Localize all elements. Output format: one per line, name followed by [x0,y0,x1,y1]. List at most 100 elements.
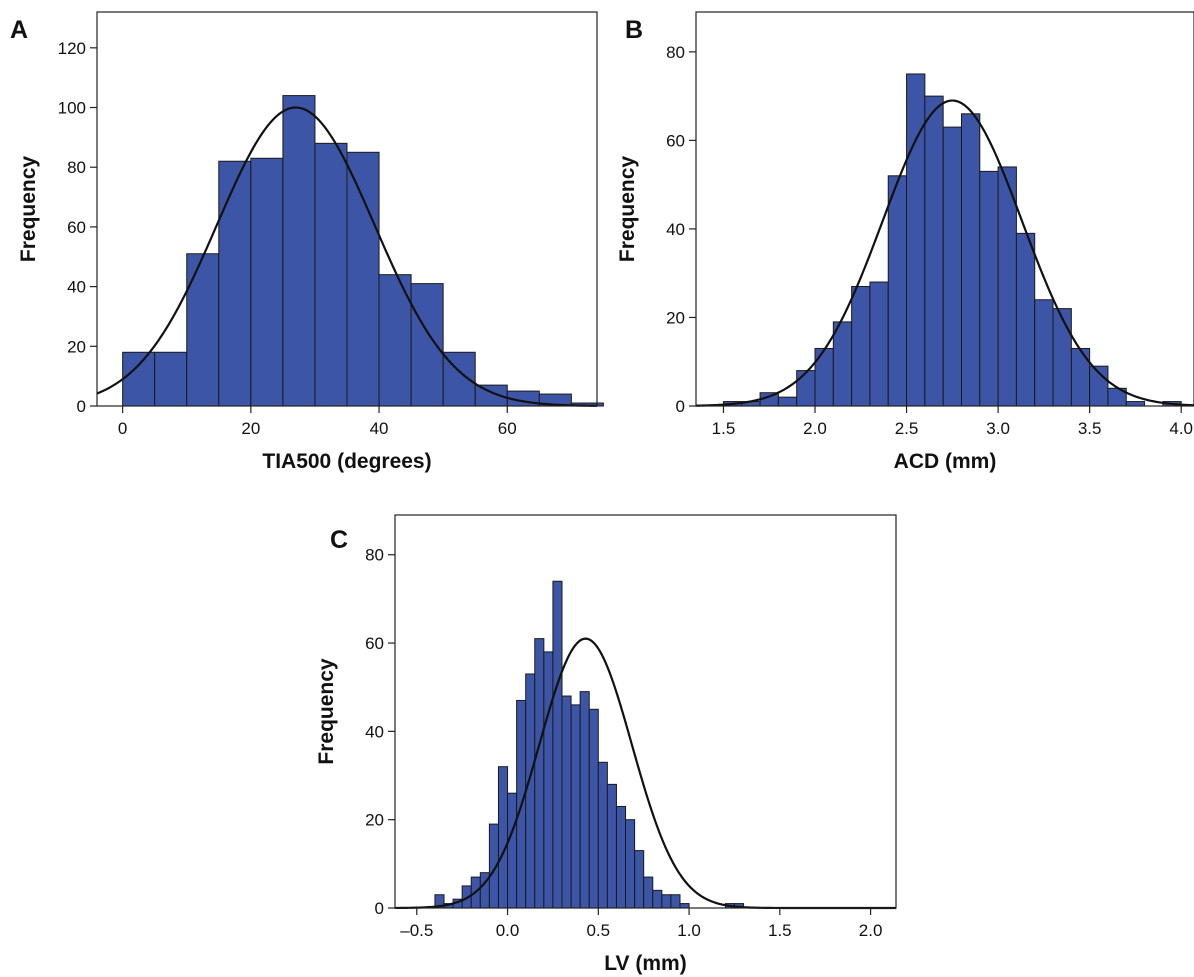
panel-letter: C [330,526,348,554]
x-tick-label: 1.5 [768,921,792,940]
y-tick-label: 80 [365,546,384,565]
panel-a: A 0 20 40 60 80 100 120 0 20 40 60 TIA500 (degrees) F… [10,11,604,473]
y-tick-label: 0 [676,397,685,416]
x-tick-label: 1.0 [677,921,701,940]
x-tick-label: 2.0 [803,419,827,438]
x-tick-label: 60 [498,419,517,438]
histogram-bar [186,253,220,407]
x-tick-label: 0.0 [496,921,520,940]
x-axis-title: LV (mm) [604,952,686,975]
histogram-bar [588,708,599,909]
histogram-bar [942,126,962,407]
histogram-bar [378,274,412,407]
histogram-bar [634,850,645,909]
histogram-bar [661,894,672,909]
histogram-bar [814,347,834,407]
x-tick-label: 3.5 [1078,419,1102,438]
y-tick-label: 40 [666,220,685,239]
y-tick-label: 60 [365,634,384,653]
histogram-bar [507,792,518,909]
y-tick-label: 0 [375,899,384,918]
histogram-bar [314,142,348,407]
y-tick-label: 0 [77,397,86,416]
histogram-bar [579,691,590,909]
x-tick-label: 3.0 [986,419,1010,438]
x-tick-label: 20 [241,419,260,438]
histogram-bar [552,580,563,909]
histogram-bar [979,170,999,407]
plot-frame [96,11,598,407]
histogram-bar [534,638,545,909]
x-axis-title: ACD (mm) [894,450,997,473]
plot-frame [394,514,897,909]
histogram-bar [869,281,889,407]
y-tick-label: 80 [67,158,86,177]
histogram-bar [1070,347,1091,407]
normal-curve [96,106,598,407]
plot-frame [695,11,1194,407]
panel-letter: A [10,16,28,44]
histogram-bar [606,783,617,909]
y-tick-label: 80 [666,43,685,62]
histogram-bar [154,351,188,407]
y-tick-label: 20 [666,308,685,327]
histogram-bar [497,766,509,909]
x-axis-title: TIA500 (degrees) [262,450,431,473]
x-tick-label: 0 [118,419,127,438]
histogram-bar [777,396,798,407]
histogram-bar [1034,299,1054,407]
panel-b: B 0 20 40 60 80 1.5 2.0 2.5 3.0 3.5 4.0 ACD (mm) Freq… [616,11,1194,473]
x-tick-label: 4.0 [1169,419,1193,438]
histogram-bar [960,113,981,407]
normal-curve [695,99,1194,407]
y-tick-label: 120 [58,39,86,58]
histogram-bar [625,819,636,909]
histogram-bar [1052,308,1072,407]
x-tick-label: 2.5 [895,419,919,438]
y-tick-label: 20 [67,337,86,356]
x-tick-label: 2.0 [859,921,883,940]
histogram-bar [525,673,536,909]
histogram-bar [906,73,926,407]
histogram-bar [543,651,554,909]
y-axis-title: Frequency [315,658,338,765]
histogram-bar [597,761,608,909]
histogram-bar [122,351,156,407]
y-axis-title: Frequency [616,156,639,263]
histogram-bar [679,903,690,909]
y-tick-label: 40 [67,278,86,297]
histogram-bar [832,321,853,407]
histogram-bar [997,166,1017,407]
histogram-bar [1015,232,1036,407]
histogram-bar [796,370,816,407]
histogram-bar [887,175,908,407]
y-tick-label: 40 [365,722,384,741]
histogram-bar [570,704,581,909]
y-tick-label: 60 [67,218,86,237]
histogram-bar [346,151,380,407]
histogram-bar [282,95,316,407]
histogram-bar [1125,401,1146,407]
histogram-bar [851,285,871,407]
y-axis-title: Frequency [17,156,40,263]
histogram-bar [652,889,663,909]
x-tick-label: –0.5 [400,921,433,940]
histogram-bar [410,283,444,407]
histogram-bar [561,695,572,909]
x-tick-label: 1.5 [712,419,736,438]
panel-letter: B [625,16,643,44]
histogram-bar [218,160,252,407]
histogram-bar [924,95,944,407]
histogram-bar [615,805,627,909]
normal-curve [395,637,896,910]
y-tick-label: 100 [58,99,86,118]
y-tick-label: 60 [666,131,685,150]
histogram-bar [670,894,681,909]
histogram-bar [250,157,284,407]
panel-c: C 0 20 40 60 80 –0.5 0.0 0.5 1.0 1.5 2.0 LV (mm) Freq… [315,514,897,975]
histogram-bar [643,876,654,909]
x-tick-label: 40 [370,419,389,438]
y-tick-label: 20 [365,811,384,830]
x-tick-label: 0.5 [586,921,610,940]
